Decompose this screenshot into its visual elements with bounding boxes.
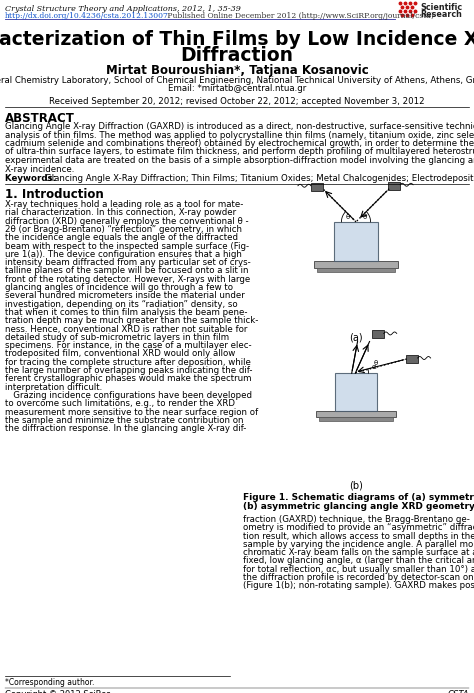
Text: Copyright © 2012 SciRes.: Copyright © 2012 SciRes.	[5, 690, 113, 693]
FancyBboxPatch shape	[334, 222, 378, 261]
Text: θ: θ	[345, 215, 349, 220]
FancyBboxPatch shape	[316, 411, 396, 417]
Text: Crystal Structure Theory and Applications, 2012, 1, 35-39: Crystal Structure Theory and Application…	[5, 5, 241, 13]
Text: θ: θ	[374, 360, 378, 366]
Text: (Figure 1(b); non-rotating sample). GAXRD makes pos-: (Figure 1(b); non-rotating sample). GAXR…	[243, 581, 474, 590]
Text: for total reflection, αc, but usually smaller than 10°) and: for total reflection, αc, but usually sm…	[243, 565, 474, 574]
FancyBboxPatch shape	[372, 331, 384, 338]
FancyBboxPatch shape	[318, 267, 394, 272]
FancyBboxPatch shape	[319, 417, 393, 421]
Text: detailed study of sub-micrometric layers in thin film: detailed study of sub-micrometric layers…	[5, 333, 229, 342]
Text: Characterization of Thin Films by Low Incidence X-Ray: Characterization of Thin Films by Low In…	[0, 30, 474, 49]
FancyBboxPatch shape	[335, 374, 377, 411]
Text: front of the rotating detector. However, X-rays with large: front of the rotating detector. However,…	[5, 274, 250, 283]
Text: fixed, low glancing angle, α (larger than the critical angle: fixed, low glancing angle, α (larger tha…	[243, 556, 474, 565]
Text: ABSTRACT: ABSTRACT	[5, 112, 75, 125]
Text: interpretation difficult.: interpretation difficult.	[5, 383, 102, 392]
Text: the sample and minimize the substrate contribution on: the sample and minimize the substrate co…	[5, 416, 244, 425]
Text: Email: *mirtatb@central.ntua.gr: Email: *mirtatb@central.ntua.gr	[168, 84, 306, 93]
Text: for tracing the complete structure after deposition, while: for tracing the complete structure after…	[5, 358, 251, 367]
Text: (b): (b)	[349, 480, 363, 490]
Text: Grazing incidence configurations have been developed: Grazing incidence configurations have be…	[5, 391, 252, 400]
Text: chromatic X-ray beam falls on the sample surface at a: chromatic X-ray beam falls on the sample…	[243, 548, 474, 557]
Text: experimental data are treated on the basis of a simple absorption-diffraction mo: experimental data are treated on the bas…	[5, 156, 474, 165]
Text: several hundred micrometers inside the material under: several hundred micrometers inside the m…	[5, 291, 245, 300]
Text: that when it comes to thin film analysis the beam pene-: that when it comes to thin film analysis…	[5, 308, 247, 317]
Text: *Corresponding author.: *Corresponding author.	[5, 678, 94, 687]
Text: 1. Introduction: 1. Introduction	[5, 188, 104, 201]
Text: sample by varying the incidence angle. A parallel mono-: sample by varying the incidence angle. A…	[243, 540, 474, 549]
Text: fraction (GAXRD) technique, the Bragg-Brentano ge-: fraction (GAXRD) technique, the Bragg-Br…	[243, 515, 470, 524]
FancyBboxPatch shape	[314, 261, 398, 267]
Text: α: α	[372, 365, 376, 370]
Text: Figure 1. Schematic diagrams of (a) symmetric θ - 2θ, and: Figure 1. Schematic diagrams of (a) symm…	[243, 493, 474, 502]
Text: talline planes of the sample will be focused onto a slit in: talline planes of the sample will be foc…	[5, 266, 248, 275]
Text: Glancing Angle X-ray Diffraction (GAXRD) is introduced as a direct, non-destruct: Glancing Angle X-ray Diffraction (GAXRD)…	[5, 122, 474, 131]
Text: the incidence angle equals the angle of the diffracted: the incidence angle equals the angle of …	[5, 234, 238, 242]
Text: (b) asymmetric glancing angle XRD geometry.: (b) asymmetric glancing angle XRD geomet…	[243, 502, 474, 511]
Text: ferent crystallographic phases would make the spectrum: ferent crystallographic phases would mak…	[5, 374, 252, 383]
Text: ure 1(a)). The device configuration ensures that a high: ure 1(a)). The device configuration ensu…	[5, 249, 242, 258]
Text: (a): (a)	[349, 333, 363, 343]
Text: X-ray techniques hold a leading role as a tool for mate-: X-ray techniques hold a leading role as …	[5, 200, 243, 209]
Text: trodeposited film, conventional XRD would only allow: trodeposited film, conventional XRD woul…	[5, 349, 235, 358]
Text: General Chemistry Laboratory, School of Chemical Engineering, National Technical: General Chemistry Laboratory, School of …	[0, 76, 474, 85]
Text: tration depth may be much greater than the sample thick-: tration depth may be much greater than t…	[5, 316, 258, 325]
Text: cadmium selenide and combinations thereof) obtained by electrochemical growth, i: cadmium selenide and combinations thereo…	[5, 139, 474, 148]
Text: to overcome such limitations, e.g., to render the XRD: to overcome such limitations, e.g., to r…	[5, 399, 235, 408]
Text: beam with respect to the inspected sample surface (Fig-: beam with respect to the inspected sampl…	[5, 241, 249, 250]
Text: θ: θ	[363, 215, 367, 220]
Text: analysis of thin films. The method was applied to polycrystalline thin films (na: analysis of thin films. The method was a…	[5, 130, 474, 139]
Text: 2θ (or Bragg-Brentano) “reflection” geometry, in which: 2θ (or Bragg-Brentano) “reflection” geom…	[5, 225, 242, 234]
Text: of ultra-thin surface layers, to estimate film thickness, and perform depth prof: of ultra-thin surface layers, to estimat…	[5, 148, 474, 157]
FancyBboxPatch shape	[406, 355, 418, 363]
Text: intensity beam diffracted from any particular set of crys-: intensity beam diffracted from any parti…	[5, 258, 251, 267]
Text: rial characterization. In this connection, X-ray powder: rial characterization. In this connectio…	[5, 209, 236, 218]
Text: Received September 20, 2012; revised October 22, 2012; accepted November 3, 2012: Received September 20, 2012; revised Oct…	[49, 97, 425, 106]
Text: Glancing Angle X-Ray Diffraction; Thin Films; Titanium Oxides; Metal Chalcogenid: Glancing Angle X-Ray Diffraction; Thin F…	[45, 174, 474, 183]
Text: measurement more sensitive to the near surface region of: measurement more sensitive to the near s…	[5, 407, 258, 416]
Text: Published Online December 2012 (http://www.SciRP.org/journal/csta): Published Online December 2012 (http://w…	[165, 12, 434, 20]
Text: ness. Hence, conventional XRD is rather not suitable for: ness. Hence, conventional XRD is rather …	[5, 324, 247, 333]
Text: Research: Research	[420, 10, 462, 19]
Text: the diffraction response. In the glancing angle X-ray dif-: the diffraction response. In the glancin…	[5, 424, 246, 433]
Text: tion result, which allows access to small depths in the: tion result, which allows access to smal…	[243, 532, 474, 541]
Text: diffraction (XRD) generally employs the conventional θ -: diffraction (XRD) generally employs the …	[5, 217, 249, 226]
FancyBboxPatch shape	[388, 182, 400, 190]
Text: investigation, depending on its “radiation” density, so: investigation, depending on its “radiati…	[5, 299, 237, 308]
Text: the diffraction profile is recorded by detector-scan only: the diffraction profile is recorded by d…	[243, 573, 474, 582]
Text: ometry is modified to provide an “asymmetric” diffrac-: ometry is modified to provide an “asymme…	[243, 523, 474, 532]
Text: glancing angles of incidence will go through a few to: glancing angles of incidence will go thr…	[5, 283, 233, 292]
Text: X-ray incidence.: X-ray incidence.	[5, 164, 74, 173]
Text: Mirtat Bouroushian*, Tatjana Kosanovic: Mirtat Bouroushian*, Tatjana Kosanovic	[106, 64, 368, 77]
FancyBboxPatch shape	[311, 183, 323, 191]
Text: CSTA: CSTA	[447, 690, 469, 693]
Text: http://dx.doi.org/10.4236/csta.2012.13007: http://dx.doi.org/10.4236/csta.2012.1300…	[5, 12, 169, 20]
Text: Scientific: Scientific	[420, 3, 462, 12]
Text: specimens. For instance, in the case of a multilayer elec-: specimens. For instance, in the case of …	[5, 341, 252, 350]
Text: Keywords:: Keywords:	[5, 174, 59, 183]
Text: the large number of overlapping peaks indicating the dif-: the large number of overlapping peaks in…	[5, 366, 253, 375]
Text: Diffraction: Diffraction	[181, 46, 293, 65]
